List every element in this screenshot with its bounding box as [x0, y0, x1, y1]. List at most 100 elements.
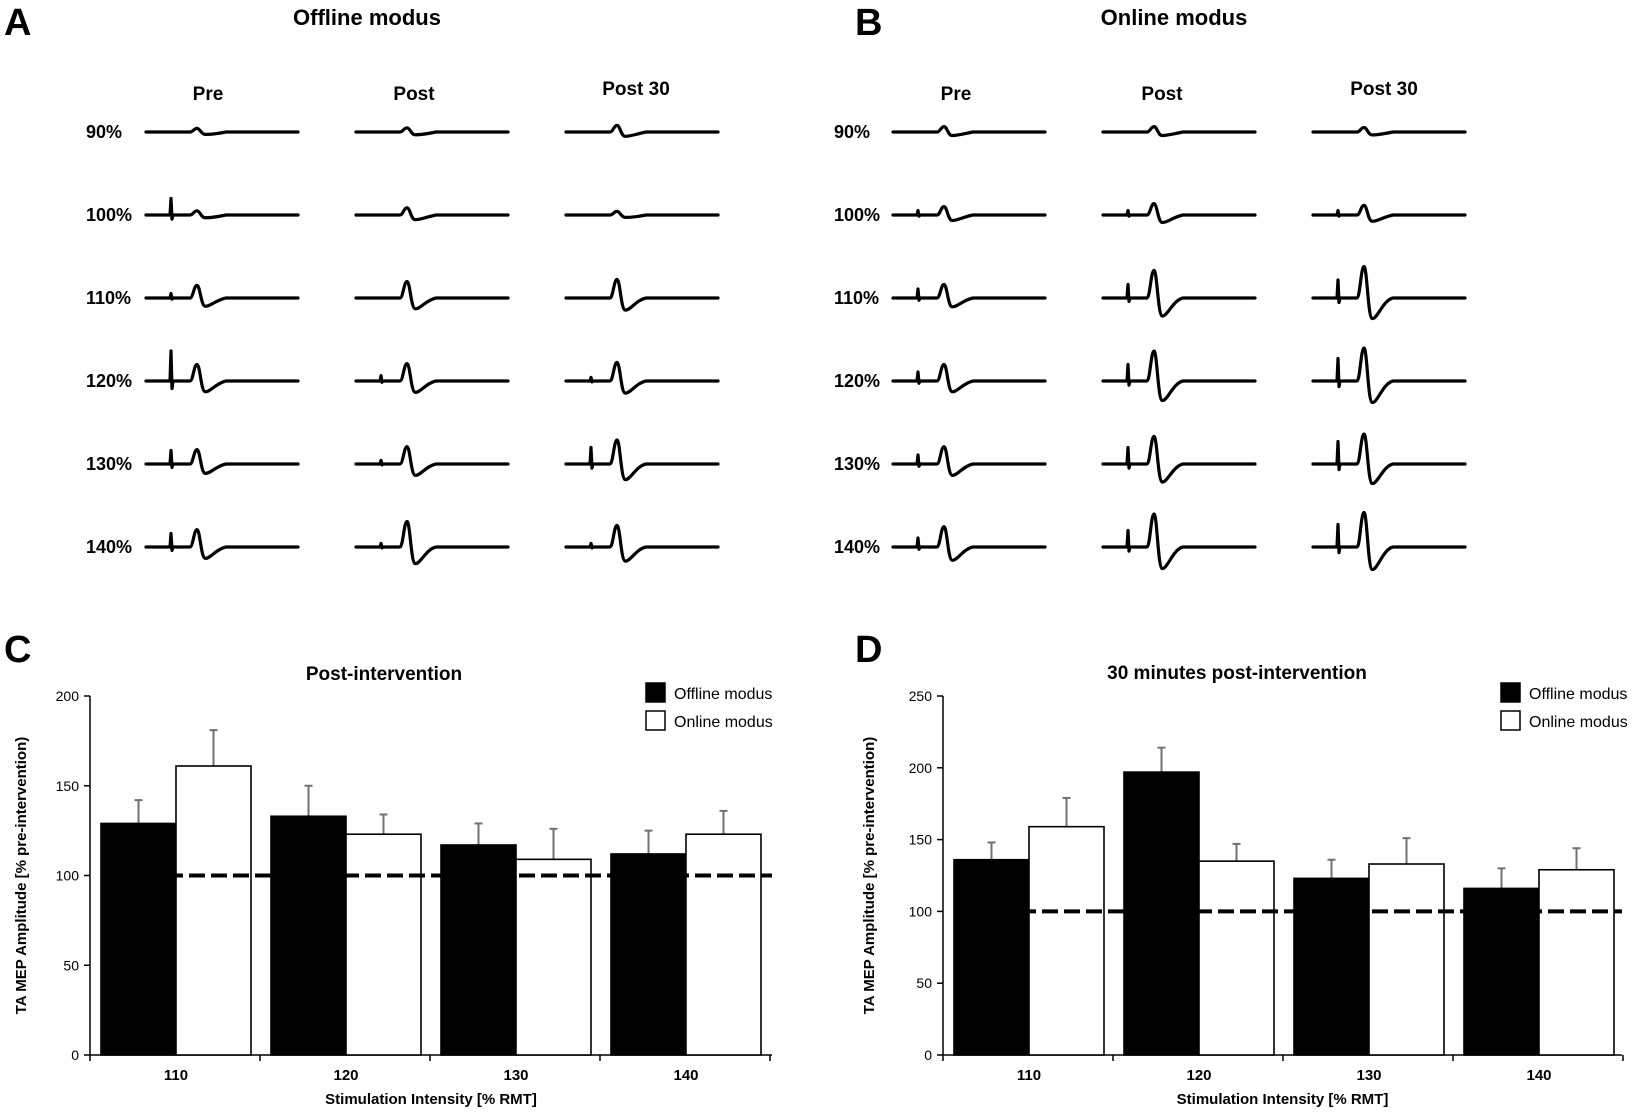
mep-trace-120-post — [354, 362, 510, 394]
mep-trace-100-pre — [144, 196, 300, 221]
column-header-post-30: Post 30 — [602, 79, 670, 100]
row-label-110: 110% — [834, 288, 879, 308]
mep-trace-110-post — [1101, 268, 1257, 318]
column-header-pre: Pre — [941, 84, 972, 105]
mep-trace-120-pre — [891, 362, 1047, 394]
mep-trace-110-pre — [144, 283, 300, 308]
panel-b-title: Online modus — [1101, 5, 1248, 30]
y-tick-label: 200 — [56, 688, 80, 704]
mep-trace-130-pre — [891, 445, 1047, 477]
y-tick-label: 50 — [916, 975, 932, 991]
mep-trace-90-pre — [144, 126, 300, 136]
mep-trace-130-post — [354, 445, 510, 477]
chart-title: Post-intervention — [306, 664, 462, 685]
legend-label-offline-modus: Offline modus — [1529, 686, 1627, 703]
bar-offline-modus-110 — [100, 822, 177, 1056]
mep-trace-90-post — [354, 126, 510, 137]
mep-trace-110-post-30 — [1311, 264, 1467, 321]
x-axis-label: Stimulation Intensity [% RMT] — [325, 1091, 537, 1108]
legend-swatch-offline-modus — [1500, 682, 1521, 703]
mep-trace-110-post-30 — [564, 277, 720, 312]
bar-online-modus-110 — [1028, 825, 1105, 1056]
bar-online-modus-110 — [175, 765, 252, 1056]
panel-letter-c: C — [4, 629, 31, 671]
mep-trace-130-post-30 — [1311, 432, 1467, 486]
bar-offline-modus-130 — [440, 844, 517, 1056]
mep-trace-130-post-30 — [564, 438, 720, 482]
mep-trace-130-pre — [144, 448, 300, 475]
mep-trace-110-pre — [891, 282, 1047, 309]
bar-offline-modus-140 — [610, 853, 687, 1056]
bar-offline-modus-130 — [1293, 877, 1370, 1056]
y-tick-label: 200 — [909, 760, 933, 776]
bar-offline-modus-140 — [1463, 887, 1540, 1056]
bar-online-modus-140 — [1538, 868, 1615, 1056]
bar-online-modus-130 — [515, 858, 592, 1056]
y-tick-label: 50 — [63, 957, 79, 973]
bar-online-modus-120 — [345, 833, 422, 1056]
panel-letter-d: D — [855, 629, 882, 671]
legend-label-online-modus: Online modus — [674, 714, 773, 731]
column-header-post: Post — [393, 84, 435, 105]
bar-offline-modus-120 — [270, 815, 347, 1056]
y-tick-label: 0 — [924, 1047, 932, 1063]
mep-trace-100-post — [1101, 202, 1257, 225]
mep-trace-100-post — [354, 206, 510, 222]
mep-trace-90-post-30 — [1311, 125, 1467, 137]
mep-trace-120-pre — [144, 349, 300, 394]
column-header-post: Post — [1141, 84, 1183, 105]
y-tick-label: 250 — [909, 688, 933, 704]
trace-panel-online: Pre Post Post 30 90% 100% 110% 120% 130% 140% — [834, 79, 1467, 572]
mep-trace-130-post — [1101, 434, 1257, 484]
y-tick-label: 0 — [71, 1047, 79, 1063]
column-header-post-30: Post 30 — [1350, 79, 1418, 100]
bar-online-modus-130 — [1368, 863, 1445, 1056]
legend-swatch-offline-modus — [645, 682, 666, 703]
legend-label-online-modus: Online modus — [1529, 714, 1628, 731]
mep-trace-120-post-30 — [1311, 346, 1467, 405]
y-axis-label: TA MEP Amplitude [% pre-intervention) — [861, 737, 878, 1015]
bar-offline-modus-110 — [953, 858, 1030, 1056]
mep-trace-100-pre — [891, 205, 1047, 223]
row-label-140: 140% — [86, 537, 132, 557]
mep-trace-120-post — [1101, 349, 1257, 403]
x-tick-label-110: 110 — [164, 1067, 188, 1084]
x-tick-label-130: 130 — [1356, 1067, 1381, 1084]
legend-swatch-online-modus — [1500, 710, 1521, 731]
x-tick-label-130: 130 — [503, 1067, 528, 1084]
bar-chart-30min-post-intervention: 30 minutes post-intervention 0 50 100 150 200… — [861, 663, 1628, 1108]
bar-offline-modus-120 — [1123, 771, 1200, 1056]
mep-trace-90-post-30 — [564, 123, 720, 138]
x-tick-label-110: 110 — [1017, 1067, 1041, 1084]
mep-trace-140-post — [354, 519, 510, 566]
mep-trace-140-post — [1101, 512, 1257, 571]
mep-trace-110-post — [354, 279, 510, 311]
chart-title: 30 minutes post-intervention — [1107, 663, 1367, 684]
row-label-120: 120% — [834, 371, 880, 391]
bar-online-modus-120 — [1198, 860, 1275, 1056]
x-tick-label-140: 140 — [1526, 1067, 1551, 1084]
mep-trace-90-pre — [891, 125, 1047, 138]
row-label-140: 140% — [834, 537, 880, 557]
row-label-130: 130% — [86, 454, 132, 474]
y-axis-label: TA MEP Amplitude [% pre-intervention) — [13, 737, 30, 1015]
x-axis-label: Stimulation Intensity [% RMT] — [1177, 1091, 1389, 1108]
trace-panel-offline: Pre Post Post 30 90% 100% 110% 120% 130% 140% — [86, 79, 720, 566]
panel-letter-b: B — [855, 2, 882, 44]
panel-a-title: Offline modus — [293, 5, 441, 30]
legend-label-offline-modus: Offline modus — [674, 686, 772, 703]
y-tick-label: 100 — [909, 903, 933, 919]
mep-trace-140-post-30 — [1311, 510, 1467, 572]
mep-trace-90-post — [1101, 125, 1257, 138]
row-label-90: 90% — [86, 122, 122, 142]
row-label-100: 100% — [834, 205, 880, 225]
x-tick-label-140: 140 — [673, 1067, 698, 1084]
mep-trace-100-post-30 — [1311, 203, 1467, 223]
bar-online-modus-140 — [685, 833, 762, 1056]
mep-trace-140-pre — [144, 528, 300, 560]
column-header-pre: Pre — [193, 84, 224, 105]
panel-letter-a: A — [4, 2, 31, 44]
row-label-90: 90% — [834, 122, 870, 142]
y-tick-label: 100 — [56, 868, 80, 884]
